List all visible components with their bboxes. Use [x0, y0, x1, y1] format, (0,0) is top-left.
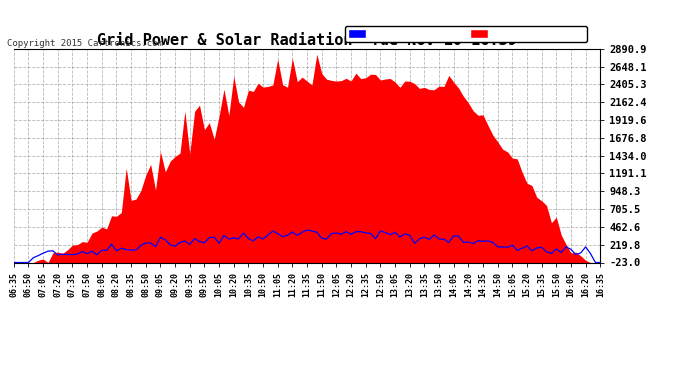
Title: Grid Power & Solar Radiation  Tue Nov 10 16:39: Grid Power & Solar Radiation Tue Nov 10 … — [97, 33, 517, 48]
Text: Copyright 2015 Cartronics.com: Copyright 2015 Cartronics.com — [7, 39, 163, 48]
Legend: Radiation (w/m2), Grid (AC Watts): Radiation (w/m2), Grid (AC Watts) — [345, 26, 586, 42]
